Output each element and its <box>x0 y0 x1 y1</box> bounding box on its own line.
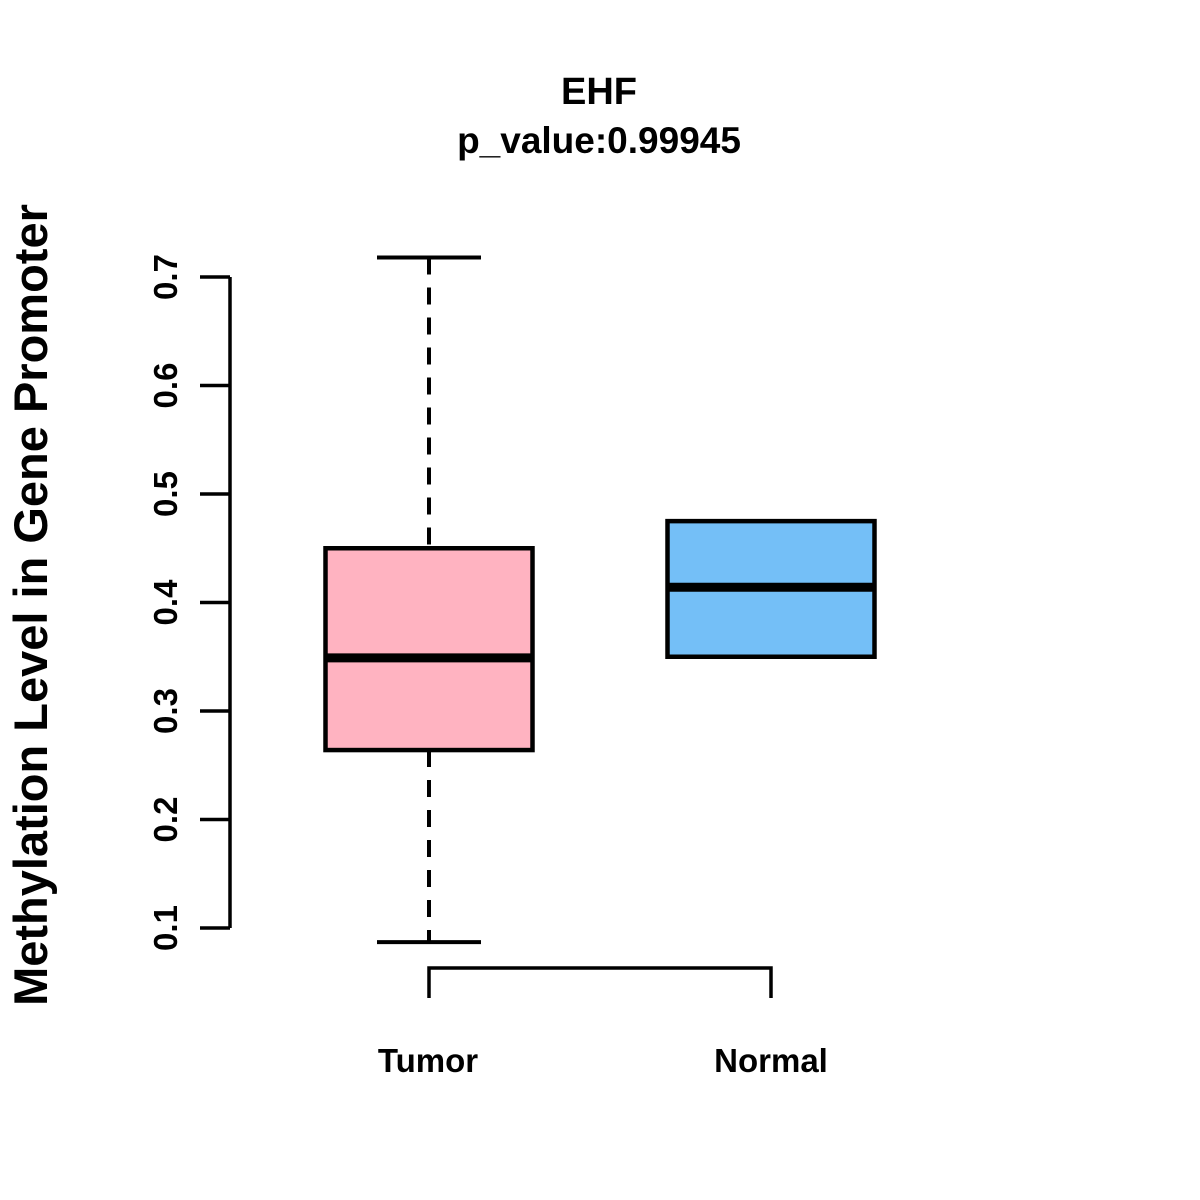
chart-subtitle: p_value:0.99945 <box>457 120 741 161</box>
y-tick-labels: 0.1 0.2 0.3 0.4 0.5 0.6 0.7 <box>147 254 184 951</box>
x-axis-bracket <box>427 966 773 998</box>
y-tick-label-0.6: 0.6 <box>147 363 184 409</box>
y-tick-label-0.2: 0.2 <box>147 797 184 843</box>
axes-layer <box>200 275 773 998</box>
y-axis-label: Methylation Level in Gene Promoter <box>4 204 57 1006</box>
y-tick-label-0.4: 0.4 <box>147 579 184 626</box>
y-tick-label-0.3: 0.3 <box>147 688 184 734</box>
chart-title: EHF <box>561 71 637 113</box>
boxes-layer <box>323 255 877 945</box>
y-tick-label-0.7: 0.7 <box>147 254 184 300</box>
y-tick-label-0.5: 0.5 <box>147 471 184 517</box>
tumor-box <box>323 546 535 753</box>
x-tick-label-normal: Normal <box>714 1042 828 1079</box>
y-tick-label-0.1: 0.1 <box>147 905 184 951</box>
x-tick-label-tumor: Tumor <box>378 1042 478 1079</box>
